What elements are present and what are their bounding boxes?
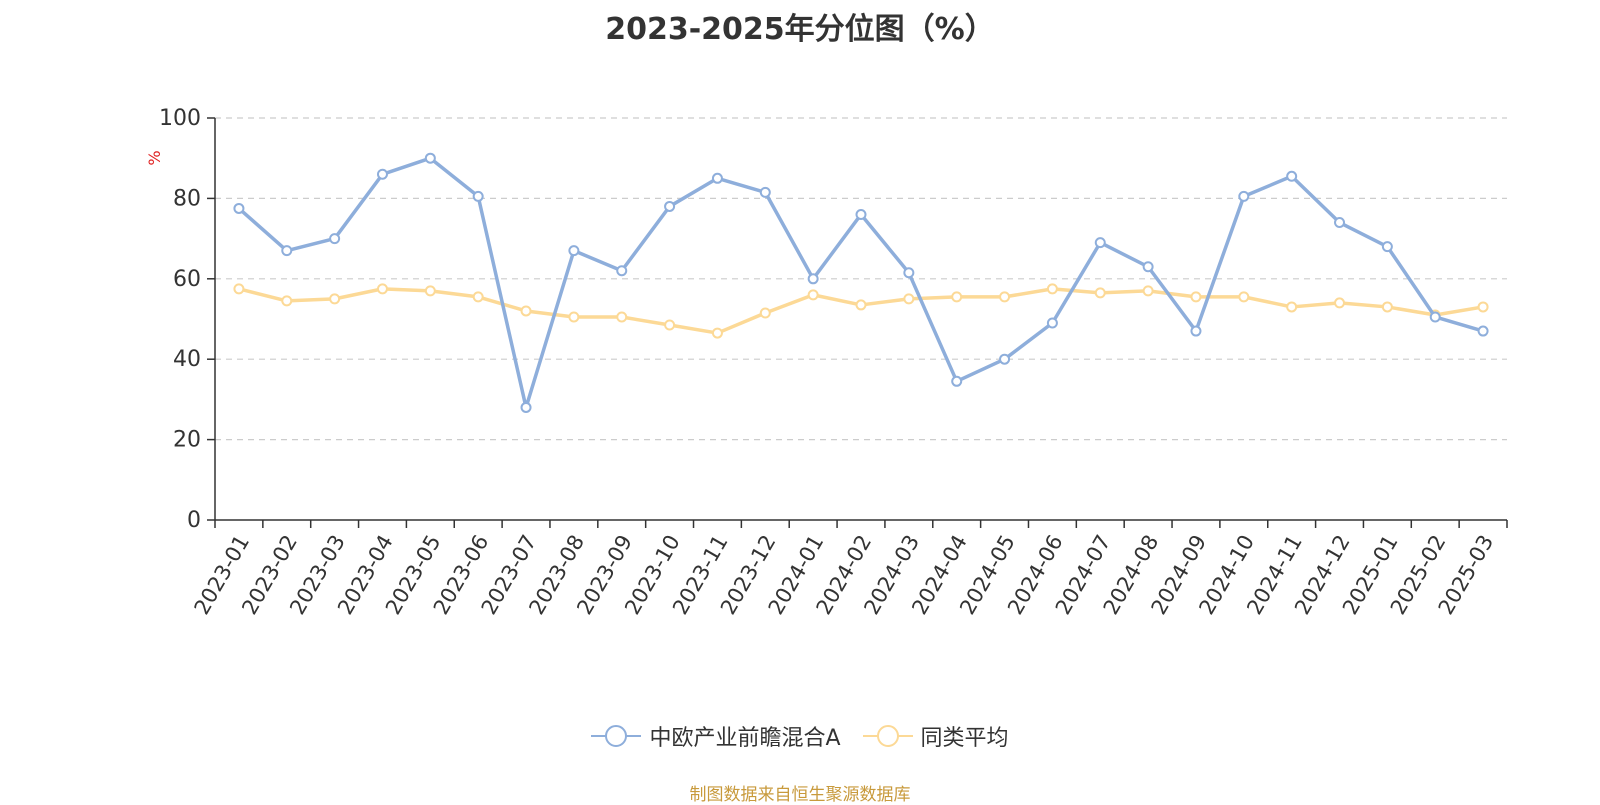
series-1-point [1046, 317, 1058, 329]
series-1-point [1142, 261, 1154, 273]
series-2-point [1477, 301, 1489, 313]
legend-label-series2: 同类平均 [920, 726, 1009, 751]
chart-title: 2023-2025年分位图（%） [605, 12, 995, 47]
y-tick-label: 80 [173, 186, 201, 211]
series-1-point [424, 152, 436, 164]
series-2-point [233, 283, 245, 295]
series-2-point [855, 299, 867, 311]
series-line-1 [237, 156, 1485, 410]
series-2-point [1046, 283, 1058, 295]
legend-marker-series1-icon [591, 725, 642, 747]
series-1-point [281, 245, 293, 257]
series-1-point [329, 233, 341, 245]
series-1-point [376, 168, 388, 180]
series-2-point [616, 311, 628, 323]
series-2-point [376, 283, 388, 295]
series-1-point [1429, 311, 1441, 323]
data-source-note: 制图数据来自恒生聚源数据库 [689, 785, 911, 805]
axes: 0204060801002023-012023-022023-032023-04… [159, 106, 1508, 619]
series-2-point [424, 285, 436, 297]
series-2-point [1094, 287, 1106, 299]
legend-item-series1[interactable]: 中欧产业前瞻混合A [591, 720, 841, 752]
series-1-point [520, 401, 532, 413]
series-2-point [1190, 291, 1202, 303]
series-1-point [1477, 325, 1489, 337]
y-tick-label: 100 [159, 106, 201, 131]
series-1-point [233, 202, 245, 214]
series-2-point [1142, 285, 1154, 297]
series-1-point [1238, 190, 1250, 202]
series-2-point [1286, 301, 1298, 313]
series-1-point [855, 208, 867, 220]
series-1-point [664, 200, 676, 212]
series-2-point [664, 319, 676, 331]
series-1-point [903, 267, 915, 279]
series-2-point [1238, 291, 1250, 303]
y-tick-label: 40 [173, 347, 201, 372]
series-1-point [568, 245, 580, 257]
series-2-point [759, 307, 771, 319]
series-1-point [711, 172, 723, 184]
series-1-point [472, 190, 484, 202]
series-1-point [951, 375, 963, 387]
series-1-point [1094, 237, 1106, 249]
series-1-point [1190, 325, 1202, 337]
series-2-point [711, 327, 723, 339]
series-1-point [759, 186, 771, 198]
series-lines [233, 152, 1489, 413]
series-1-point [616, 265, 628, 277]
series-1-point [1381, 241, 1393, 253]
series-2-point [999, 291, 1011, 303]
y-tick-label: 20 [173, 428, 201, 453]
series-2-point [1381, 301, 1393, 313]
series-2-point [807, 289, 819, 301]
series-1-point [1286, 170, 1298, 182]
series-1-point [999, 353, 1011, 365]
series-2-point [951, 291, 963, 303]
series-2-point [520, 305, 532, 317]
series-2-point [568, 311, 580, 323]
series-1-point [807, 273, 819, 285]
series-line-2 [237, 287, 1485, 335]
series-2-point [903, 293, 915, 305]
legend: 中欧产业前瞻混合A 同类平均 [0, 720, 1600, 752]
legend-marker-series2-icon [862, 725, 913, 747]
series-2-point [329, 293, 341, 305]
legend-item-series2[interactable]: 同类平均 [862, 720, 1009, 752]
legend-label-series1: 中欧产业前瞻混合A [649, 726, 841, 751]
y-tick-label: 60 [173, 267, 201, 292]
series-2-point [281, 295, 293, 307]
y-tick-label: 0 [187, 508, 201, 533]
series-2-point [472, 291, 484, 303]
y-axis-unit: % [145, 150, 164, 165]
series-2-point [1334, 297, 1346, 309]
series-1-point [1334, 217, 1346, 229]
